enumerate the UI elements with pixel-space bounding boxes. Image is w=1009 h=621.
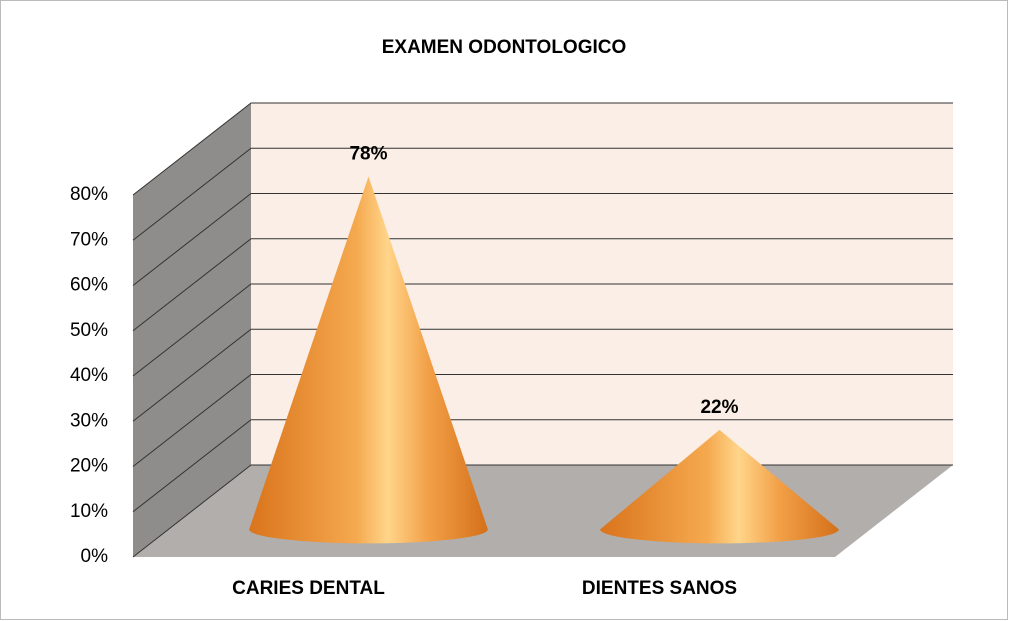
grid-line [132, 147, 953, 241]
y-tick-label: 20% [70, 456, 108, 477]
y-tick-label: 60% [70, 275, 108, 296]
grid-line [132, 374, 953, 467]
grid-line [132, 283, 953, 377]
grid-line [132, 419, 953, 513]
y-tick-label: 0% [81, 546, 109, 567]
y-tick-label: 10% [70, 501, 108, 522]
cone [249, 176, 488, 544]
data-label: 78% [349, 143, 387, 164]
grid-line [132, 193, 953, 286]
grid-line [132, 238, 953, 332]
x-tick-label: CARIES DENTAL [232, 578, 385, 599]
cone [600, 429, 839, 544]
grid-line [132, 102, 953, 196]
grid-line [132, 328, 953, 422]
chart-title: EXAMEN ODONTOLOGICO [382, 37, 627, 58]
y-tick-label: 50% [70, 320, 108, 341]
x-tick-label: DIENTES SANOS [582, 578, 737, 599]
y-tick-label: 70% [70, 229, 108, 250]
data-label: 22% [700, 397, 738, 418]
y-tick-label: 80% [70, 184, 108, 205]
y-tick-label: 40% [70, 365, 108, 386]
y-tick-label: 30% [70, 410, 108, 431]
